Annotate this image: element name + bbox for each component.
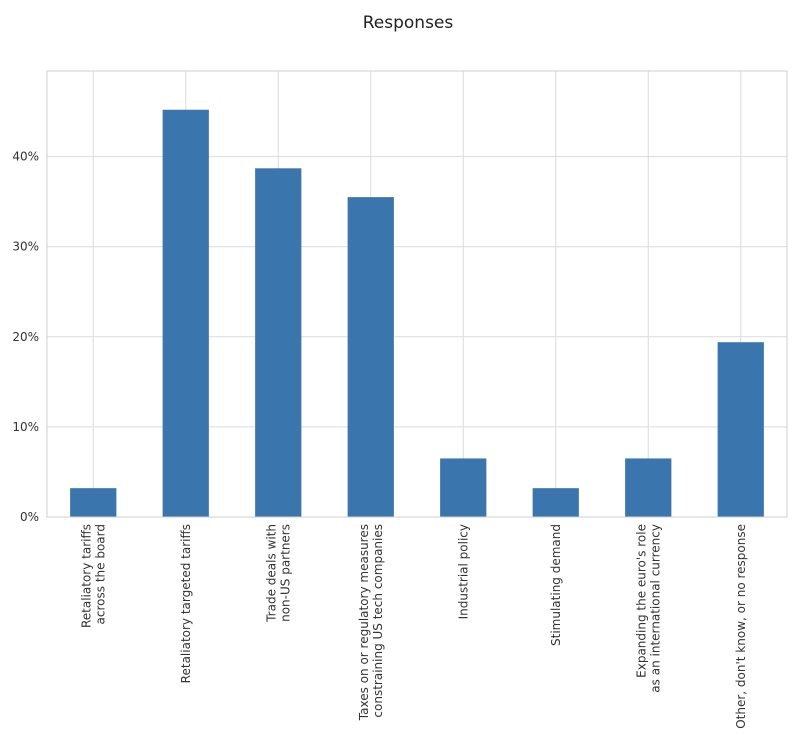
x-tick-label: Expanding the euro's role as an internati… xyxy=(634,524,662,693)
x-tick-label: Other, don't know, or no response xyxy=(734,524,748,729)
y-tick-label: 20% xyxy=(12,330,39,344)
x-tick-label-line: as an international currency xyxy=(648,524,662,693)
y-tick-label: 10% xyxy=(12,420,39,434)
x-tick-label-line: Industrial policy xyxy=(456,524,470,619)
x-tick-label-line: Trade deals with xyxy=(264,524,278,623)
x-tick-labels: Retaliatory tariffs across the board Retal… xyxy=(79,524,748,729)
bar xyxy=(70,488,117,517)
bar xyxy=(625,458,672,517)
y-tick-labels: 0% 10% 20% 30% 40% xyxy=(12,150,39,524)
chart-title: Responses xyxy=(363,13,454,33)
y-tick-label: 0% xyxy=(20,510,39,524)
bar xyxy=(347,197,394,517)
bar xyxy=(532,488,579,517)
bar xyxy=(162,109,209,517)
bars xyxy=(70,109,764,518)
x-tick-label: Industrial policy xyxy=(456,524,470,619)
y-tick-label: 30% xyxy=(12,240,39,254)
x-tick-label-line: Retaliatory tariffs xyxy=(79,524,93,628)
x-tick-label: Trade deals with non-US partners xyxy=(264,524,292,623)
x-tick-label-line: Taxes on or regulatory measures xyxy=(357,524,371,721)
x-tick-label: Taxes on or regulatory measures constrain… xyxy=(357,524,385,721)
bar xyxy=(255,168,302,518)
x-tick-label-line: Expanding the euro's role xyxy=(634,524,648,678)
y-tick-label: 40% xyxy=(12,150,39,164)
x-tick-label-line: Retaliatory targeted tariffs xyxy=(179,524,193,683)
bar xyxy=(440,458,487,517)
bar xyxy=(717,342,764,517)
grid-lines xyxy=(47,71,787,518)
x-tick-label-line: Other, don't know, or no response xyxy=(734,524,748,729)
x-tick-label-line: non-US partners xyxy=(278,524,292,622)
x-tick-label: Retaliatory targeted tariffs xyxy=(179,524,193,683)
x-tick-label: Retaliatory tariffs across the board xyxy=(79,524,107,628)
x-tick-label-line: across the board xyxy=(93,524,107,624)
plot-frame xyxy=(46,70,788,518)
x-tick-label-line: Stimulating demand xyxy=(549,524,563,646)
x-tick-label-line: constraining US tech companies xyxy=(371,524,385,718)
x-tick-label: Stimulating demand xyxy=(549,524,563,646)
